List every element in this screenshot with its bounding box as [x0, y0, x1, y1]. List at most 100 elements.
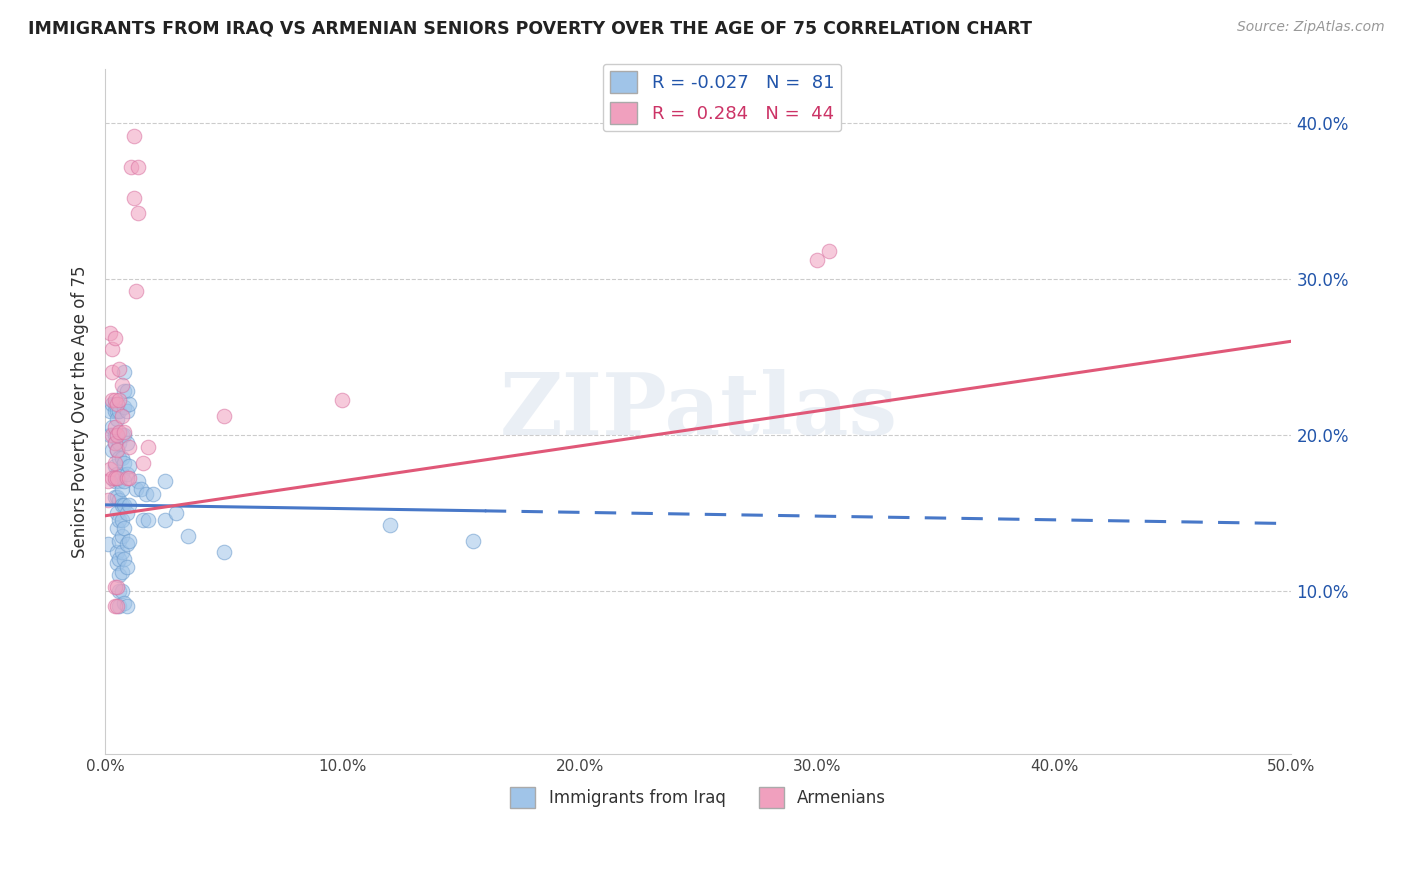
Point: [97, 493, 120, 508]
Point: [104, 331, 127, 345]
Point: [98, 462, 121, 476]
Point: [112, 498, 135, 512]
Point: [111, 498, 134, 512]
Point: [101, 393, 124, 408]
Point: [129, 483, 152, 497]
Point: [108, 568, 131, 582]
Point: [101, 471, 124, 485]
Point: [118, 471, 141, 485]
Point: [108, 533, 131, 548]
Point: [112, 552, 135, 566]
Point: [104, 458, 127, 473]
Point: [97, 475, 120, 489]
Point: [115, 404, 138, 418]
Point: [115, 435, 138, 450]
Point: [105, 490, 128, 504]
Point: [105, 581, 128, 595]
Point: [122, 191, 145, 205]
Point: [378, 518, 401, 533]
Point: [108, 425, 131, 439]
Point: [806, 253, 828, 268]
Point: [104, 435, 127, 450]
Point: [112, 427, 135, 442]
Point: [111, 544, 134, 558]
Point: [115, 506, 138, 520]
Point: [101, 365, 124, 379]
Point: [111, 451, 134, 466]
Point: [98, 326, 121, 341]
Point: [104, 581, 127, 595]
Point: [101, 342, 124, 356]
Point: [112, 384, 135, 398]
Point: [111, 409, 134, 423]
Point: [105, 427, 128, 442]
Point: [112, 425, 135, 439]
Point: [132, 456, 155, 470]
Point: [120, 160, 142, 174]
Y-axis label: Seniors Poverty Over the Age of 75: Seniors Poverty Over the Age of 75: [72, 265, 89, 558]
Point: [108, 493, 131, 508]
Point: [105, 556, 128, 570]
Point: [212, 544, 235, 558]
Point: [212, 409, 235, 423]
Point: [127, 475, 149, 489]
Point: [101, 427, 124, 442]
Point: [111, 377, 134, 392]
Point: [105, 544, 128, 558]
Point: [105, 521, 128, 535]
Point: [122, 128, 145, 143]
Point: [104, 599, 127, 614]
Point: [105, 396, 128, 410]
Point: [108, 404, 131, 418]
Point: [112, 400, 135, 414]
Point: [132, 513, 155, 527]
Point: [115, 471, 138, 485]
Point: [108, 435, 131, 450]
Point: [105, 443, 128, 458]
Point: [108, 583, 131, 598]
Text: Source: ZipAtlas.com: Source: ZipAtlas.com: [1237, 20, 1385, 34]
Text: IMMIGRANTS FROM IRAQ VS ARMENIAN SENIORS POVERTY OVER THE AGE OF 75 CORRELATION : IMMIGRANTS FROM IRAQ VS ARMENIAN SENIORS…: [28, 20, 1032, 37]
Point: [104, 420, 127, 434]
Point: [104, 475, 127, 489]
Point: [105, 427, 128, 442]
Point: [108, 451, 131, 466]
Point: [111, 483, 134, 497]
Point: [127, 206, 149, 220]
Legend: Immigrants from Iraq, Armenians: Immigrants from Iraq, Armenians: [503, 780, 893, 814]
Point: [112, 521, 135, 535]
Point: [118, 396, 141, 410]
Point: [111, 427, 134, 442]
Point: [153, 475, 176, 489]
Point: [142, 487, 165, 501]
Point: [108, 362, 131, 376]
Point: [101, 396, 124, 410]
Point: [108, 393, 131, 408]
Point: [108, 475, 131, 489]
Point: [105, 467, 128, 481]
Point: [104, 396, 127, 410]
Point: [105, 599, 128, 614]
Point: [115, 599, 138, 614]
Point: [125, 285, 148, 299]
Point: [98, 404, 121, 418]
Point: [104, 393, 127, 408]
Point: [136, 440, 159, 454]
Point: [105, 443, 128, 458]
Point: [105, 506, 128, 520]
Point: [111, 467, 134, 481]
Point: [108, 552, 131, 566]
Point: [105, 404, 128, 418]
Point: [111, 529, 134, 543]
Point: [177, 529, 200, 543]
Point: [105, 412, 128, 426]
Point: [127, 160, 149, 174]
Point: [111, 513, 134, 527]
Point: [104, 435, 127, 450]
Point: [104, 456, 127, 470]
Point: [97, 537, 120, 551]
Point: [115, 560, 138, 574]
Point: [108, 599, 131, 614]
Point: [101, 420, 124, 434]
Point: [98, 427, 121, 442]
